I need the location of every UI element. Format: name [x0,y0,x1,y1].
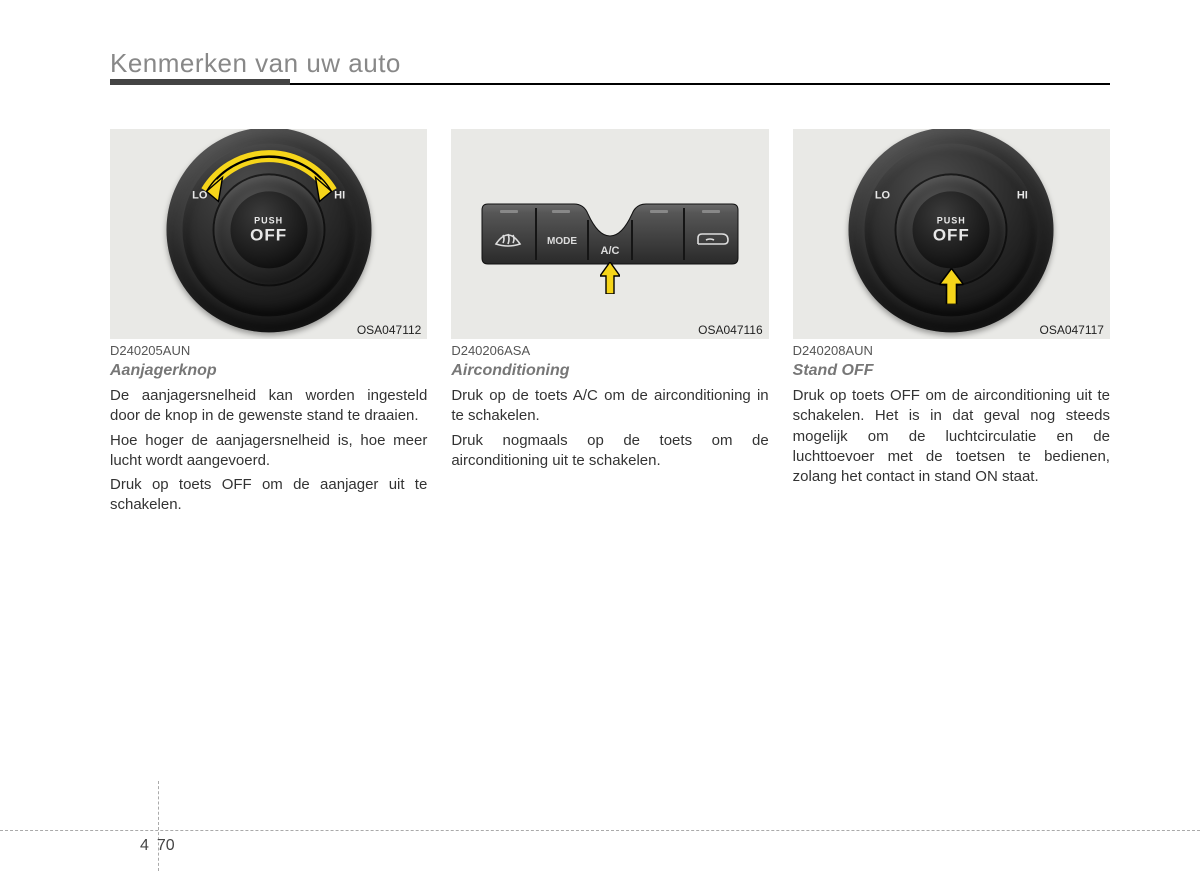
footer-divider [158,781,159,871]
climate-button-bar: MODE A/C [480,202,740,266]
figure-fan-knob: PUSH OFF LO HI [110,129,427,339]
fan-dial: PUSH OFF LO HI [166,129,371,332]
paragraph: Druk nogmaals op de toets om de aircondi… [451,431,768,472]
section-code: D240205AUN [110,343,427,358]
column-3: PUSH OFF LO HI OSA047117 D240208AUN Stan… [793,129,1110,520]
paragraph: Druk op toets OFF om de aanjager uit te … [110,475,427,516]
dial-push-label: PUSH [937,215,966,225]
chapter-number: 4 [140,837,149,855]
section-code: D240208AUN [793,343,1110,358]
section-subhead: Aanjagerknop [110,362,427,380]
dial-off-label: OFF [933,225,970,245]
off-dial: PUSH OFF LO HI [849,129,1054,332]
dial-push-label: PUSH [254,215,283,225]
mode-button-label: MODE [547,236,577,247]
section-subhead: Airconditioning [451,362,768,380]
paragraph: De aanjagersnelheid kan worden ingesteld… [110,386,427,427]
dial-lo-label: LO [875,189,890,201]
content-columns: PUSH OFF LO HI [110,129,1110,520]
dial-lo-label: LO [192,189,207,201]
figure-ac-buttons: MODE A/C OSA047116 [451,129,768,339]
page-number: 70 [157,837,175,855]
header-accent-bar [110,79,290,85]
header-title: Kenmerken van uw auto [110,48,1110,79]
figure-id: OSA047112 [357,323,422,337]
figure-id: OSA047116 [698,323,763,337]
dial-off-label: OFF [250,225,287,245]
column-1: PUSH OFF LO HI [110,129,427,520]
paragraph: Druk op toets OFF om de airconditioning … [793,386,1110,487]
dial-hi-label: HI [334,189,345,201]
page-footer: 4 70 [0,830,1200,831]
push-pointer-arrow-icon [939,268,963,304]
figure-id: OSA047117 [1039,323,1104,337]
section-subhead: Stand OFF [793,362,1110,380]
ac-pointer-arrow-icon [600,262,620,294]
section-code: D240206ASA [451,343,768,358]
ac-button-label: A/C [601,245,620,257]
dial-hi-label: HI [1017,189,1028,201]
column-2: MODE A/C OSA047116 [451,129,768,520]
paragraph: Hoe hoger de aanjagersnelheid is, hoe me… [110,431,427,472]
page-header: Kenmerken van uw auto [110,48,1110,85]
paragraph: Druk op de toets A/C om de airconditioni… [451,386,768,427]
figure-off-knob: PUSH OFF LO HI OSA047117 [793,129,1110,339]
